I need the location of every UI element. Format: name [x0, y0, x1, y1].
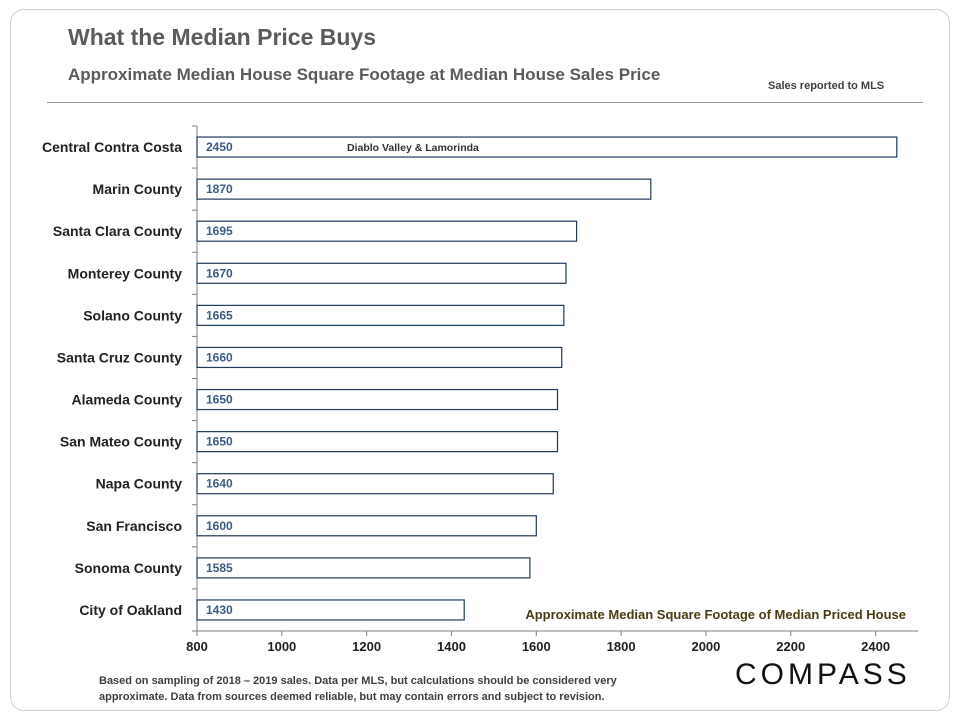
x-tick-label: 1800 — [607, 639, 636, 654]
bar-value-label: 1660 — [206, 350, 233, 364]
footer-disclaimer: Based on sampling of 2018 – 2019 sales. … — [99, 675, 617, 703]
bar — [196, 178, 652, 200]
category-label: Central Contra Costa — [42, 139, 182, 155]
bar-value-label: 1670 — [206, 266, 233, 280]
x-tick-label: 1600 — [522, 639, 551, 654]
category-label: Santa Clara County — [53, 223, 182, 239]
bar-value-label: 1665 — [206, 308, 233, 322]
bar — [196, 388, 559, 411]
bar-value-label: 1640 — [206, 477, 233, 491]
x-tick-label: 1200 — [352, 639, 381, 654]
x-tick-label: 1400 — [437, 639, 466, 654]
category-label: Marin County — [93, 181, 183, 197]
page-title: What the Median Price Buys — [68, 24, 377, 50]
bar — [196, 473, 554, 495]
bar — [196, 557, 531, 579]
bar-value-label: 2450 — [206, 140, 233, 154]
chart-subtitle: Approximate Median House Square Footage … — [68, 65, 661, 84]
bar — [196, 304, 565, 326]
bar-value-label: 1650 — [206, 393, 233, 407]
category-label: Monterey County — [68, 265, 183, 281]
bar — [196, 346, 563, 369]
source-note: Sales reported to MLS — [768, 80, 885, 92]
bar-annotation: Diablo Valley & Lamorinda — [347, 142, 479, 154]
header-divider — [47, 102, 923, 103]
bar-value-label: 1430 — [206, 603, 233, 617]
compass-logo: COMPASS — [735, 658, 911, 691]
x-tick-label: 2000 — [691, 639, 720, 654]
x-tick-label: 800 — [186, 639, 208, 654]
category-label: Santa Cruz County — [57, 349, 182, 365]
category-label: San Francisco — [86, 518, 182, 534]
bar-value-label: 1585 — [206, 561, 233, 575]
category-label: Sonoma County — [75, 560, 183, 576]
bar-value-label: 1870 — [206, 182, 233, 196]
category-label: Solano County — [83, 307, 182, 323]
bar-value-label: 1650 — [206, 435, 233, 449]
bar — [196, 136, 898, 158]
bar — [196, 599, 465, 621]
bar-value-label: 1695 — [206, 224, 233, 238]
category-label: San Mateo County — [60, 434, 182, 450]
x-tick-label: 2400 — [861, 639, 890, 654]
category-label: City of Oakland — [79, 602, 182, 618]
bar-value-label: 1600 — [206, 519, 233, 533]
chart-legend: Approximate Median Square Footage of Med… — [525, 607, 906, 622]
x-tick-label: 2200 — [776, 639, 805, 654]
bar — [196, 262, 567, 284]
category-label: Napa County — [96, 476, 183, 492]
bar — [196, 515, 537, 537]
bar — [196, 431, 559, 453]
category-label: Alameda County — [72, 392, 183, 408]
bar — [196, 220, 578, 242]
x-tick-label: 1000 — [267, 639, 296, 654]
